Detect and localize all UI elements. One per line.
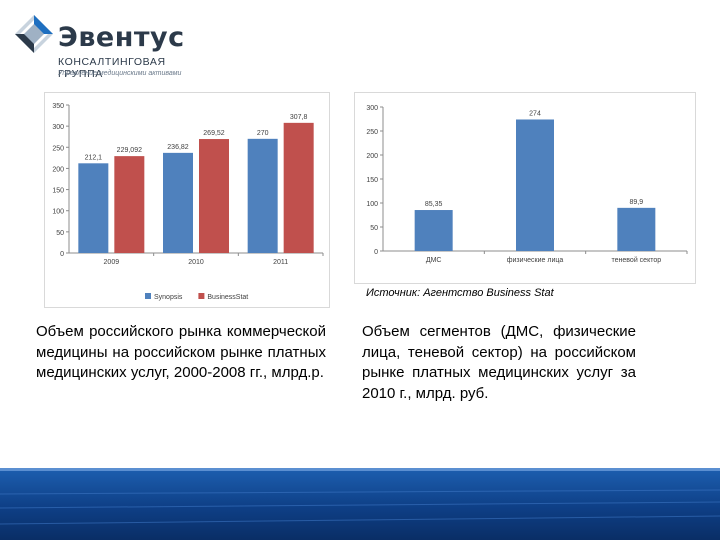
bar: [114, 156, 145, 253]
y-tick-label: 0: [374, 249, 378, 256]
market-volume-chart: 0 50 100 150 200 250 300 350 212,1 229,092 2009 236…: [44, 92, 330, 308]
y-tick-label: 300: [366, 105, 378, 112]
y-tick-label: 100: [52, 209, 64, 216]
bar: [617, 207, 656, 251]
y-tick-label: 50: [370, 225, 378, 232]
x-tick-label: физические лица: [507, 257, 564, 264]
bar: [516, 119, 554, 251]
chart-caption-right: Объем сегментов (ДМС, физические лица, т…: [362, 323, 636, 402]
y-tick-label: 300: [52, 124, 64, 131]
data-label: 270: [257, 130, 269, 137]
y-tick-label: 200: [366, 153, 378, 160]
company-logo: Эвентус КОНСАЛТИНГОВАЯ ГРУППА Управление…: [8, 8, 208, 80]
brand-subtitle: КОНСАЛТИНГОВАЯ ГРУППА: [58, 56, 166, 80]
data-label: 236,82: [167, 144, 189, 151]
brand-name: Эвентус: [58, 22, 185, 53]
data-label: 307,8: [290, 114, 308, 121]
x-tick-label: 2011: [273, 259, 288, 266]
y-tick-label: 100: [366, 201, 378, 208]
bar: [283, 122, 314, 253]
data-label: 89,9: [630, 199, 644, 206]
segments-chart-svg: 0 50 100 150 200 250 300 85,35 ДМС 274 физические …: [366, 105, 688, 264]
y-tick-label: 150: [366, 177, 378, 184]
segments-chart: 0 50 100 150 200 250 300 85,35 ДМС 274 физические …: [354, 92, 696, 284]
source-note: Источник: Агентство Business Stat: [366, 287, 554, 299]
legend-label: BusinessStat: [207, 294, 248, 301]
data-label: 274: [529, 110, 541, 117]
y-tick-label: 200: [52, 166, 64, 173]
y-tick-label: 0: [60, 251, 64, 258]
data-label: 212,1: [85, 154, 103, 161]
bar: [247, 138, 278, 253]
chart-caption-left: Объем российского рынка коммерческой мед…: [36, 323, 326, 381]
y-tick-label: 250: [52, 145, 64, 152]
x-tick-label: ДМС: [426, 257, 442, 264]
bar: [414, 210, 453, 251]
bar: [78, 163, 109, 253]
y-tick-label: 350: [52, 103, 64, 110]
legend-swatch: [145, 293, 151, 299]
data-label: 85,35: [425, 201, 443, 208]
y-tick-label: 250: [366, 129, 378, 136]
market-volume-chart-svg: 0 50 100 150 200 250 300 350 212,1 229,092 2009 236…: [52, 103, 324, 301]
bar: [163, 152, 193, 253]
y-tick-label: 150: [52, 188, 64, 195]
footer-band: [0, 468, 720, 540]
data-label: 229,092: [117, 147, 142, 154]
data-label: 269,52: [203, 130, 225, 137]
legend-label: Synopsis: [154, 294, 183, 301]
x-tick-label: 2010: [188, 259, 204, 266]
legend-swatch: [198, 293, 205, 299]
bar: [199, 139, 229, 253]
x-tick-label: 2009: [104, 259, 120, 266]
x-tick-label: теневой сектор: [612, 256, 662, 264]
diamond-logo-icon: [15, 15, 53, 53]
y-tick-label: 50: [56, 230, 64, 237]
brand-tagline: Управление медицинскими активами: [58, 70, 182, 77]
